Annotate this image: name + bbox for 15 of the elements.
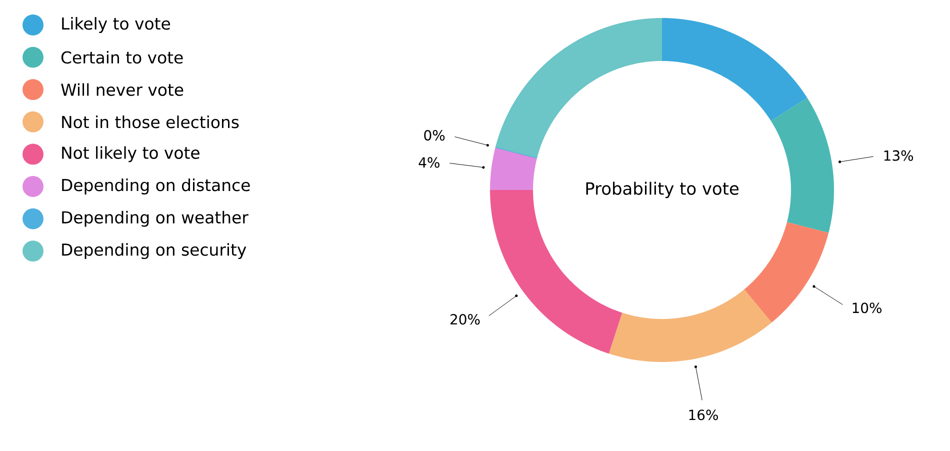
legend-label: Will never vote [61, 83, 184, 96]
data-label: 16% [689, 410, 718, 420]
legend-label: Not likely to vote [62, 146, 200, 162]
legend-label: Depending on weather [62, 210, 248, 227]
legend-label: Likely to vote [62, 17, 170, 33]
text: 0% [424, 130, 445, 141]
data-label: 4% [418, 157, 440, 168]
legend-label: Depending on distance [62, 178, 250, 194]
legend-label: Depending on security [62, 243, 246, 260]
legend-label: Not in those elections [62, 116, 239, 128]
data-label: 13% [884, 150, 914, 161]
data-label: 20% [450, 314, 480, 325]
legend-label: Certain to vote [61, 50, 183, 64]
data-label: 10% [852, 302, 882, 314]
text: Probability to vote [586, 182, 738, 198]
